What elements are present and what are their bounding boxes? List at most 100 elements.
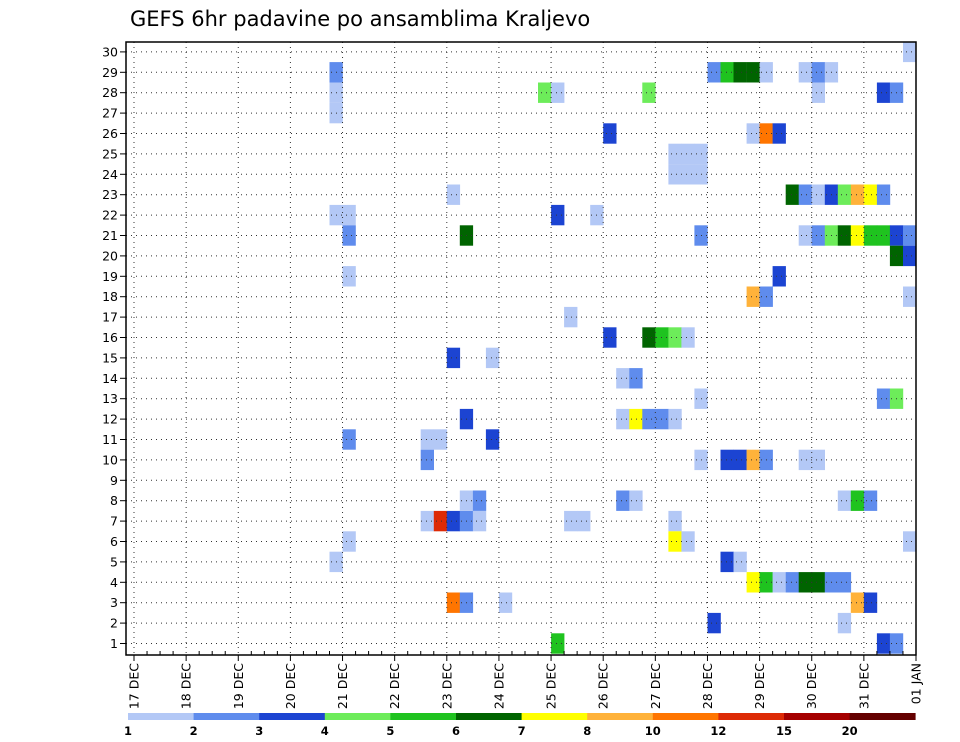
- heatmap-cell: [811, 449, 825, 471]
- x-tick-label: 19 DEC: [231, 663, 246, 709]
- y-tick-label: 2: [110, 616, 118, 631]
- x-tick-label: 30 DEC: [804, 663, 819, 709]
- heatmap-cell: [420, 429, 434, 450]
- heatmap-cell: [538, 82, 552, 103]
- x-tick-label: 18 DEC: [179, 663, 194, 709]
- heatmap-cell: [498, 592, 513, 613]
- heatmap-cell: [603, 123, 617, 144]
- legend-swatch: [587, 713, 654, 720]
- x-tick-label: 24 DEC: [491, 663, 506, 709]
- y-tick-label: 5: [110, 554, 118, 569]
- heatmap-cell: [681, 164, 695, 185]
- heatmap-cell: [342, 266, 356, 287]
- x-tick-label: 20 DEC: [283, 663, 298, 709]
- x-axis: 17 DEC 18 DEC 19 DEC 20 DEC 21 DEC 22 DEC 23 D…: [127, 655, 924, 709]
- heatmap-cell: [603, 327, 617, 348]
- heatmap-cell: [433, 510, 448, 532]
- heatmap-cell: [837, 572, 852, 593]
- heatmap-cell: [472, 490, 487, 511]
- heatmap-cell: [903, 286, 917, 307]
- y-tick-label: 23: [102, 187, 118, 202]
- legend-label: 8: [583, 724, 591, 738]
- color-legend: 1 2 3 4 5 6 7 8 10 12 15 20: [124, 713, 916, 738]
- y-tick-label: 27: [102, 106, 118, 121]
- legend-swatch: [652, 713, 719, 720]
- legend-swatch: [128, 713, 194, 720]
- legend-swatch: [193, 713, 260, 720]
- heatmap-cell: [472, 510, 487, 532]
- heatmap-cell: [668, 510, 682, 532]
- heatmap-cell: [798, 572, 812, 593]
- y-tick-label: 18: [102, 289, 118, 304]
- heatmap-cell: [746, 62, 760, 83]
- heatmap-cell: [772, 123, 786, 144]
- heatmap-cell: [785, 572, 799, 593]
- heatmap-cell: [850, 490, 865, 511]
- y-tick-label: 19: [102, 269, 118, 284]
- y-tick-label: 1: [110, 636, 118, 651]
- x-tick-label: 31 DEC: [856, 663, 871, 709]
- y-tick-label: 22: [102, 208, 118, 223]
- heatmap-cell: [629, 490, 643, 511]
- heatmap-cell: [420, 510, 434, 532]
- y-tick-label: 7: [110, 514, 118, 529]
- heatmap-cell: [642, 82, 656, 103]
- heatmap-cell: [551, 204, 565, 226]
- x-tick-label: 22 DEC: [387, 663, 402, 709]
- heatmap-cell: [903, 531, 917, 552]
- y-tick-label: 15: [102, 350, 118, 365]
- x-tick-label: 23 DEC: [439, 663, 454, 709]
- y-tick-label: 26: [102, 126, 118, 141]
- plot-frame: [125, 41, 917, 656]
- y-tick-label: 25: [102, 146, 118, 161]
- heatmap-cell: [616, 408, 630, 430]
- heatmap-cell: [551, 82, 565, 103]
- y-tick-label: 21: [102, 228, 118, 243]
- y-tick-label: 12: [102, 412, 118, 427]
- heatmap-cell: [903, 42, 917, 63]
- legend-label: 15: [776, 724, 792, 738]
- x-tick-label: 27 DEC: [648, 663, 663, 709]
- heatmap-cell: [798, 62, 812, 83]
- heatmap-cell: [837, 490, 852, 511]
- heatmap-cell: [746, 572, 760, 593]
- heatmap-cell: [876, 225, 891, 246]
- y-tick-label: 11: [102, 432, 118, 447]
- y-tick-label: 16: [102, 330, 118, 345]
- heatmap-cell: [863, 592, 878, 613]
- x-tick-label: 29 DEC: [752, 663, 767, 709]
- heatmap-cell: [342, 204, 356, 226]
- heatmap-cell: [876, 184, 891, 205]
- heatmap-cell: [837, 612, 852, 634]
- heatmap-cell: [811, 82, 825, 103]
- y-tick-label: 30: [102, 44, 118, 59]
- y-tick-label: 10: [102, 452, 118, 467]
- y-tick-label: 6: [110, 534, 118, 549]
- heatmap-cell: [577, 510, 591, 532]
- heatmap-cell: [720, 449, 734, 471]
- heatmap-cell: [342, 531, 356, 552]
- legend-label: 1: [124, 724, 132, 738]
- heatmap-cell: [668, 408, 682, 430]
- heatmap-cell: [733, 62, 747, 83]
- heatmap-cell: [811, 62, 825, 83]
- legend-swatch: [718, 713, 785, 720]
- heatmap-cell: [746, 449, 760, 471]
- heatmap-cell: [798, 184, 812, 205]
- heatmap-cell: [733, 449, 747, 471]
- heatmap-cell: [850, 225, 865, 246]
- y-tick-label: 24: [102, 167, 118, 182]
- heatmap-cell: [798, 449, 812, 471]
- heatmap-cell: [342, 429, 356, 450]
- legend-label: 6: [452, 724, 460, 738]
- heatmap-cell: [863, 184, 878, 205]
- heatmap-cell: [746, 123, 760, 144]
- legend-label: 2: [190, 724, 198, 738]
- heatmap-cell: [342, 225, 356, 246]
- heatmap-cell: [785, 184, 799, 205]
- heatmap-cell: [681, 327, 695, 348]
- heatmap-cell: [903, 225, 917, 246]
- legend-label: 12: [710, 724, 726, 738]
- heatmap-cell: [876, 388, 891, 409]
